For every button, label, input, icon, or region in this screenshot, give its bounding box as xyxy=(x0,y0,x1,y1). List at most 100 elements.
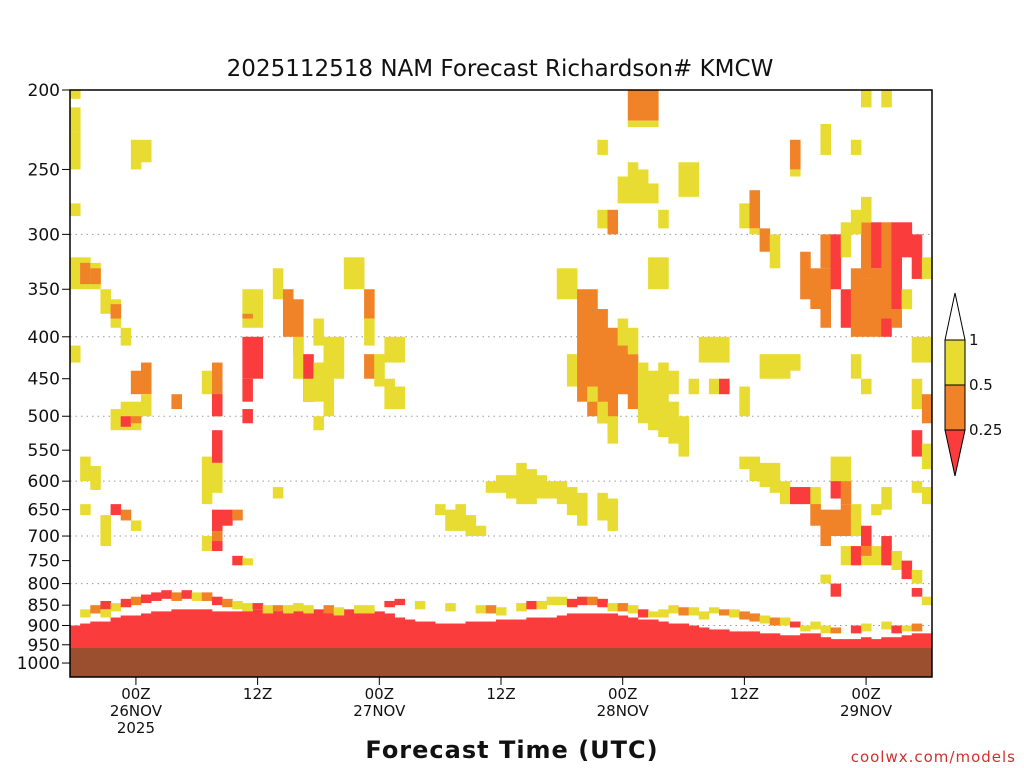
low-level-cell xyxy=(485,605,497,614)
low-level-cell xyxy=(333,607,345,616)
low-level-cell xyxy=(648,611,659,618)
boundary-layer-cell xyxy=(161,611,172,664)
y-tick-label: 350 xyxy=(28,280,60,300)
low-level-cell xyxy=(232,600,243,610)
x-tick-label: 00Z xyxy=(365,685,394,703)
richardson-cell xyxy=(556,481,568,505)
boundary-layer-cell xyxy=(242,609,253,664)
richardson-cell xyxy=(739,386,750,417)
low-level-cell xyxy=(353,605,365,614)
legend-label-1: 1 xyxy=(969,331,979,349)
low-level-cell xyxy=(242,603,253,612)
boundary-layer-cell xyxy=(343,609,355,664)
richardson-cell xyxy=(607,498,619,531)
boundary-layer-cell xyxy=(252,609,264,664)
low-level-cell xyxy=(627,605,639,614)
boundary-layer-cell xyxy=(637,619,649,664)
boundary-layer-cell xyxy=(374,611,385,664)
richardson-cell xyxy=(293,299,304,355)
richardson-cell xyxy=(120,509,132,521)
boundary-layer-cell xyxy=(364,609,375,664)
low-level-cell xyxy=(546,596,558,606)
y-tick-label: 950 xyxy=(28,636,60,656)
low-level-cell xyxy=(698,611,710,620)
richardson-cell xyxy=(364,289,375,319)
boundary-layer-cell xyxy=(607,613,619,664)
richardson-cell xyxy=(850,268,862,337)
x-tick-label: 12Z xyxy=(486,685,515,703)
low-level-cell xyxy=(597,598,608,608)
richardson-cell xyxy=(577,492,588,526)
richardson-cell xyxy=(252,289,264,328)
low-level-cell xyxy=(749,613,760,622)
richardson-cell xyxy=(861,525,872,547)
richardson-cell xyxy=(556,268,568,300)
richardson-cell xyxy=(617,176,629,204)
richardson-cell xyxy=(90,268,101,285)
richardson-cell xyxy=(840,504,852,537)
low-level-cell xyxy=(171,592,182,601)
richardson-cell xyxy=(607,416,619,444)
richardson-cell xyxy=(881,318,892,337)
boundary-layer-cell xyxy=(333,609,345,664)
richardson-cell xyxy=(293,336,304,379)
boundary-layer-cell xyxy=(404,619,416,664)
richardson-cell xyxy=(435,504,446,516)
plot-area xyxy=(69,89,933,678)
boundary-layer-cell xyxy=(201,609,213,664)
richardson-cell xyxy=(861,378,872,395)
boundary-layer-cell xyxy=(110,617,122,664)
richardson-cell xyxy=(840,289,852,328)
boundary-layer-cell xyxy=(668,623,679,664)
low-level-cell xyxy=(901,625,913,632)
richardson-cell xyxy=(303,378,314,402)
richardson-cell xyxy=(840,222,852,258)
boundary-layer-cell xyxy=(120,615,132,664)
boundary-layer-cell xyxy=(140,613,152,664)
richardson-cell xyxy=(648,257,659,290)
richardson-cell xyxy=(587,386,598,402)
x-tick-label: 2025 xyxy=(117,719,155,737)
richardson-cell xyxy=(688,378,700,395)
richardson-cell xyxy=(911,234,923,279)
low-level-cell xyxy=(140,594,152,604)
y-tick-label: 650 xyxy=(28,501,60,521)
richardson-cell xyxy=(242,558,253,566)
richardson-cell xyxy=(749,190,760,229)
boundary-layer-cell xyxy=(698,627,710,664)
boundary-layer-cell xyxy=(729,631,740,664)
richardson-cell xyxy=(911,336,923,363)
richardson-cell xyxy=(140,139,152,163)
richardson-cell xyxy=(323,336,335,417)
low-level-cell xyxy=(323,605,335,614)
richardson-cell xyxy=(871,546,882,566)
richardson-cell xyxy=(810,504,821,526)
low-level-cell xyxy=(566,598,578,608)
richardson-cell xyxy=(617,318,629,346)
richardson-cell xyxy=(313,416,324,431)
low-level-cell xyxy=(739,611,750,620)
richardson-cell xyxy=(820,268,831,328)
boundary-layer-cell xyxy=(151,611,162,664)
boundary-layer-cell xyxy=(313,609,324,664)
richardson-cell xyxy=(201,456,213,505)
richardson-cell xyxy=(779,481,791,505)
richardson-cell xyxy=(830,481,842,499)
richardson-cell xyxy=(445,509,456,531)
low-level-cell xyxy=(222,598,233,608)
low-level-cell xyxy=(293,603,304,612)
richardson-cell xyxy=(759,228,771,252)
boundary-layer-cell xyxy=(130,615,142,664)
richardson-cell xyxy=(130,139,142,170)
richardson-cell xyxy=(637,169,649,204)
richardson-cell xyxy=(759,354,771,379)
richardson-cell xyxy=(921,257,933,279)
ground-band xyxy=(70,648,932,677)
richardson-cell xyxy=(242,409,253,424)
boundary-layer-cell xyxy=(70,625,81,664)
richardson-cell xyxy=(374,354,385,387)
richardson-cell xyxy=(130,401,142,431)
richardson-cell xyxy=(70,257,81,290)
richardson-cell xyxy=(648,183,659,204)
richardson-cell xyxy=(222,509,233,526)
